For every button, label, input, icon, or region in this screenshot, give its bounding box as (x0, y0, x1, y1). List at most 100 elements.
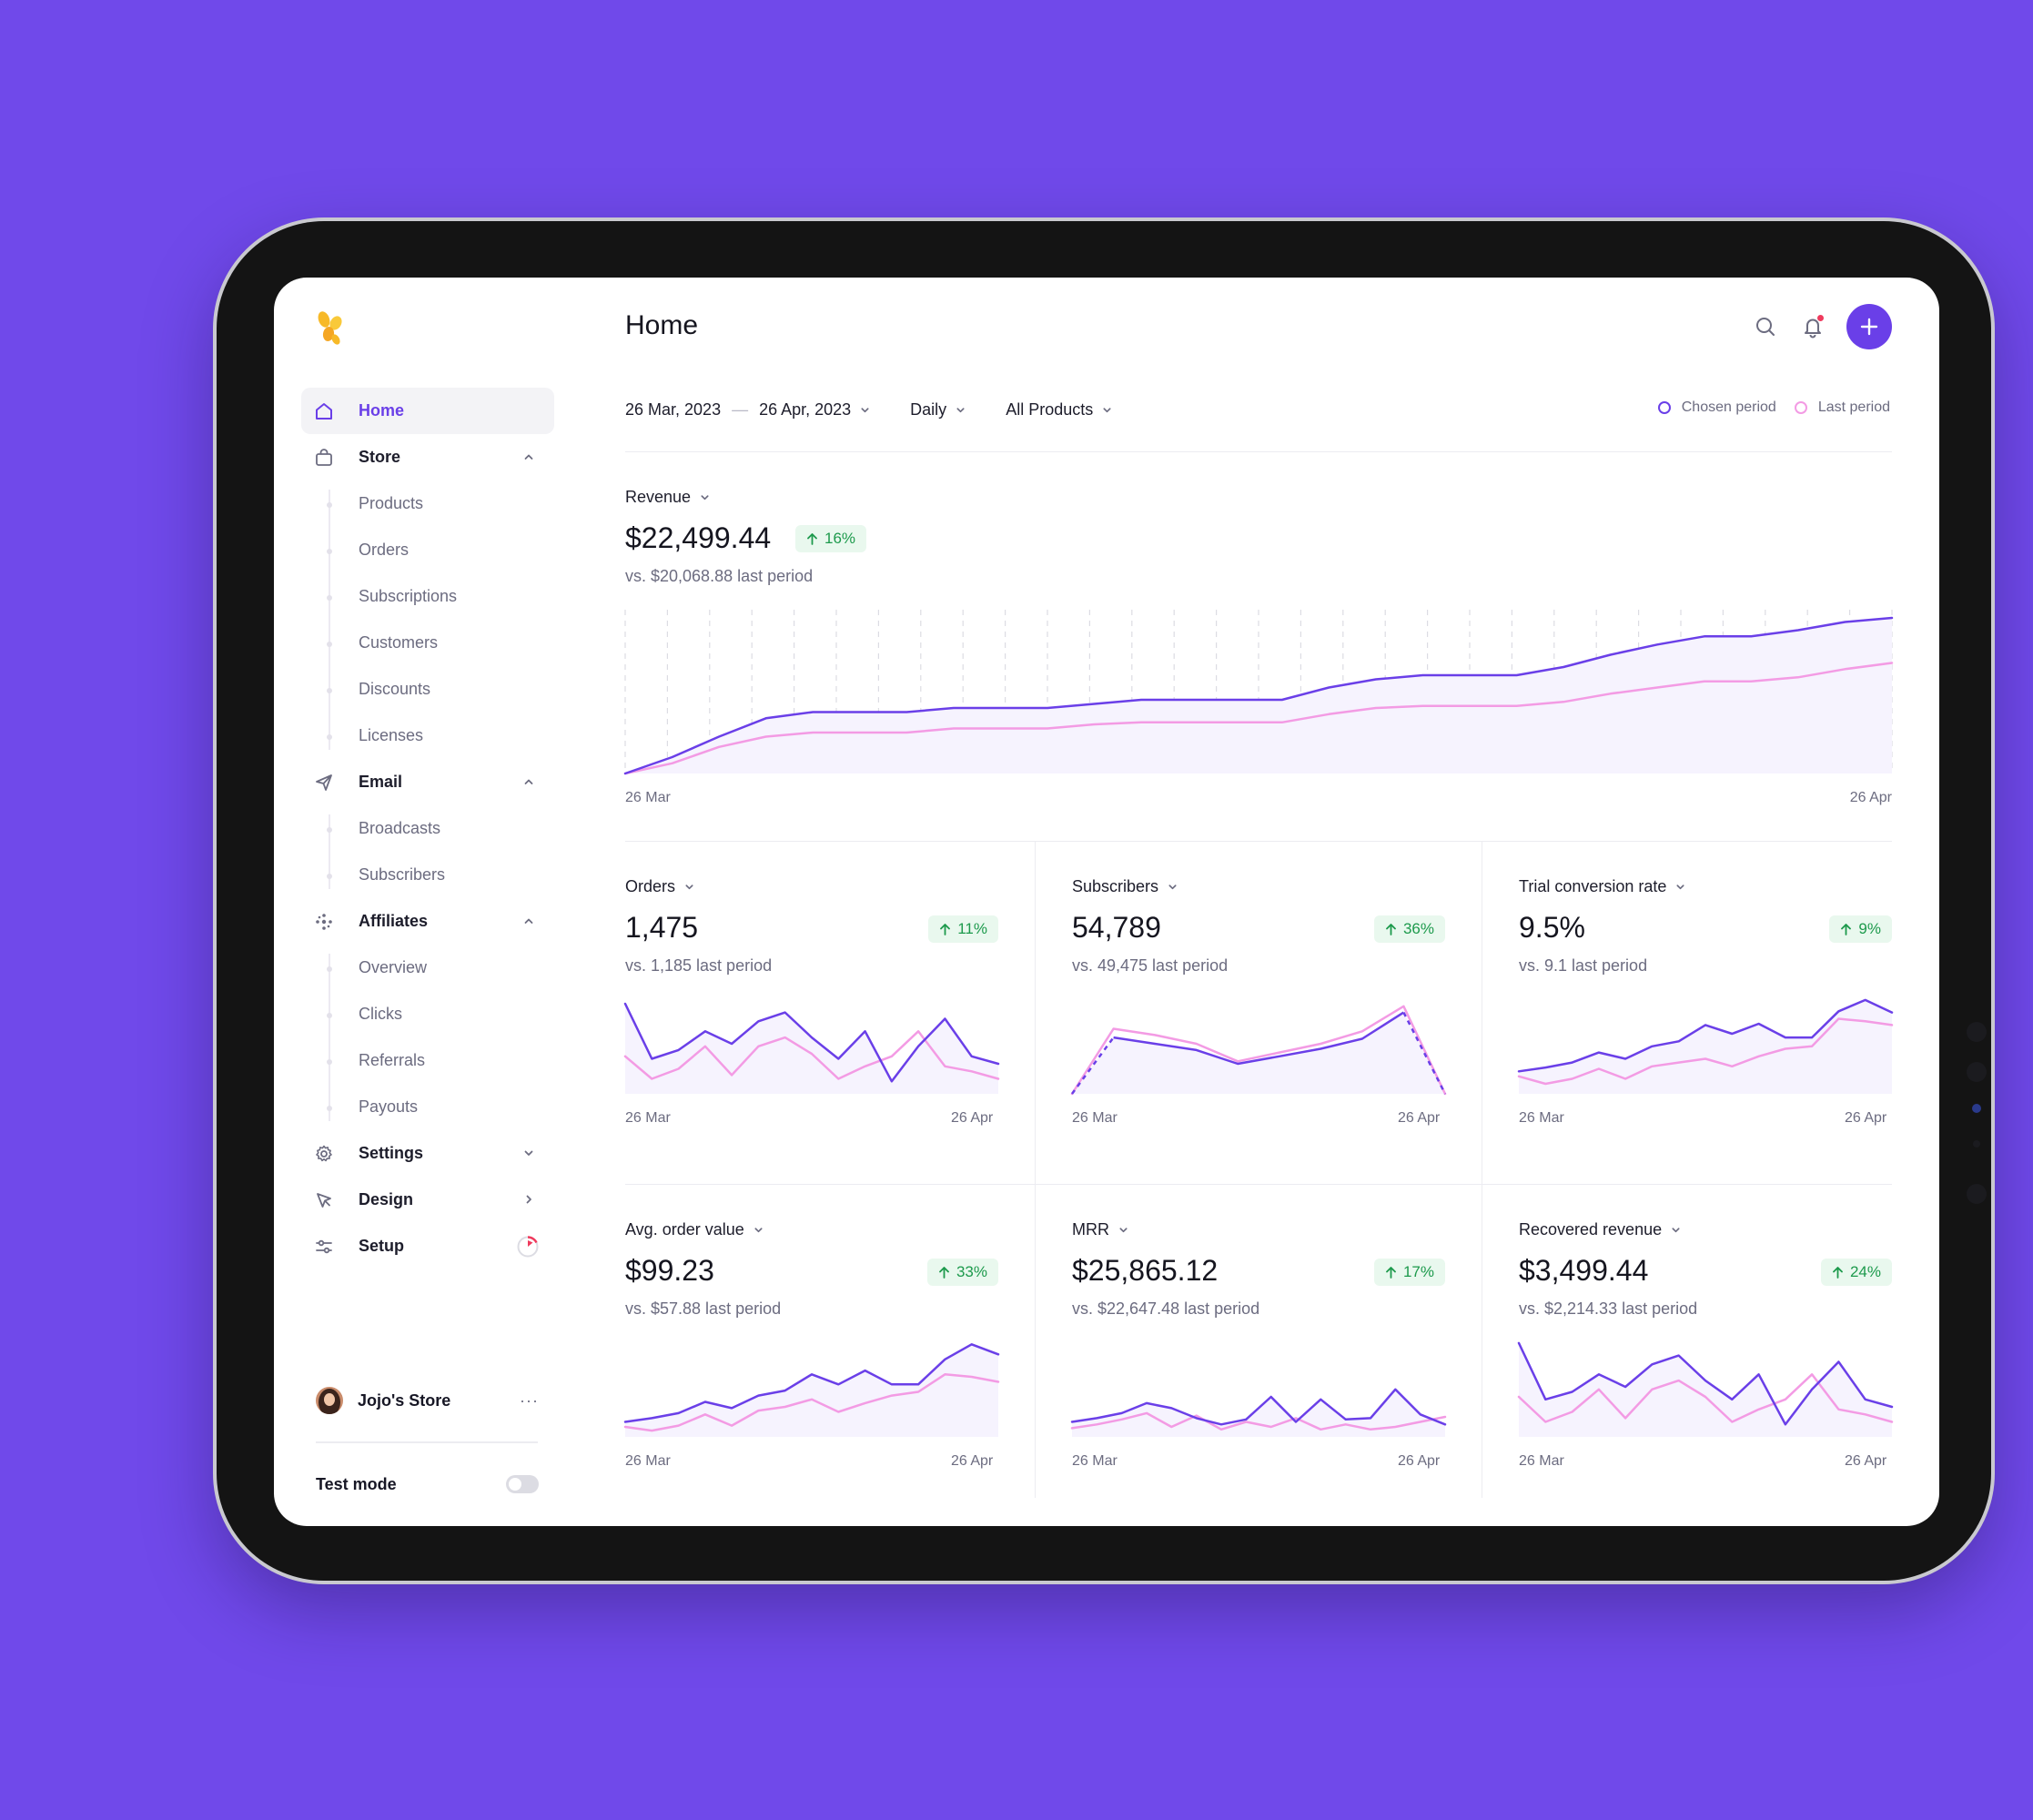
pointer-icon (317, 1193, 331, 1208)
x-axis-end-label: 26 Apr (1398, 1453, 1441, 1469)
change-value: 24% (1849, 1263, 1881, 1280)
store-switcher[interactable]: Jojo's Store ··· (316, 1384, 539, 1417)
trial-conversion-rate-metric-selector[interactable]: Trial conversion rate (1519, 877, 1685, 896)
revenue-metric-selector[interactable]: Revenue (625, 488, 710, 507)
series-line-edge (1402, 1012, 1447, 1095)
x-axis-end-label: 26 Apr (951, 1110, 994, 1126)
mrr-metric-selector[interactable]: MRR (1072, 1220, 1128, 1239)
chevron-down-icon (1119, 1228, 1128, 1233)
chosen-period-line (1517, 1341, 1894, 1426)
sidebar-item-orders[interactable]: Orders (301, 527, 554, 573)
chosen-period-line (1113, 1011, 1405, 1066)
arrow-up-icon (1841, 924, 1852, 935)
subscribers-chart (1070, 1005, 1447, 1096)
test-mode-label: Test mode (316, 1474, 397, 1493)
header-actions (1754, 304, 1892, 349)
series-area (1519, 999, 1892, 1094)
avg-order-value-metric-selector[interactable]: Avg. order value (625, 1220, 764, 1239)
last-period-line (623, 1373, 1000, 1432)
section-divider (625, 1184, 1892, 1185)
x-axis-start-label: 26 Mar (1519, 1110, 1564, 1126)
interval-filter[interactable]: Daily (910, 400, 966, 420)
sidebar-item-products[interactable]: Products (301, 480, 554, 527)
sidebar-item-clicks[interactable]: Clicks (301, 991, 554, 1037)
notification-dot (1817, 315, 1824, 321)
metric-label: Orders (625, 877, 676, 895)
sidebar-item-payouts[interactable]: Payouts (301, 1084, 554, 1130)
products-filter[interactable]: All Products (1006, 400, 1112, 420)
recovered-revenue-metric-selector[interactable]: Recovered revenue (1519, 1220, 1681, 1239)
change-value: 17% (1402, 1263, 1434, 1280)
x-axis-start-label: 26 Mar (625, 790, 671, 805)
email-submenu: Broadcasts Subscribers (301, 805, 554, 898)
subscribers-metric-selector[interactable]: Subscribers (1072, 877, 1178, 896)
sidebar-item-affiliates[interactable]: Affiliates (301, 898, 554, 945)
sidebar-item-home[interactable]: Home (301, 388, 554, 434)
change-value: 33% (956, 1263, 987, 1280)
sidebar-item-email[interactable]: Email (301, 759, 554, 805)
date-range-filter[interactable]: 26 Mar, 2023 — 26 Apr, 2023 (625, 400, 870, 420)
date-start: 26 Mar, 2023 (625, 399, 722, 419)
home-icon (316, 403, 332, 420)
sidebar-item-overview[interactable]: Overview (301, 945, 554, 991)
sidebar-item-label: Setup (359, 1237, 405, 1255)
section-divider (625, 841, 1892, 842)
last-period-line (1070, 1411, 1447, 1431)
revenue-value: $22,499.44 (625, 521, 772, 554)
chosen-period-line (1517, 998, 1894, 1073)
main-content: Home 26 Mar, 2023 — (623, 278, 1894, 1526)
sidebar-item-setup[interactable]: Setup (301, 1223, 554, 1269)
subscribers-change-badge: 36% (1373, 915, 1445, 943)
sidebar-item-licenses[interactable]: Licenses (301, 713, 554, 759)
x-axis-start-label: 26 Mar (625, 1453, 671, 1469)
x-axis-start-label: 26 Mar (1072, 1453, 1118, 1469)
more-icon[interactable]: ··· (520, 1390, 539, 1410)
sidebar-item-customers[interactable]: Customers (301, 620, 554, 666)
x-axis-end-label: 26 Apr (1849, 790, 1892, 805)
chevron-up-icon[interactable] (523, 451, 534, 462)
sidebar-item-broadcasts[interactable]: Broadcasts (301, 805, 554, 852)
test-mode-toggle[interactable] (506, 1475, 539, 1493)
arrow-up-icon (1386, 1267, 1396, 1279)
sidebar-item-subscriptions[interactable]: Subscriptions (301, 573, 554, 620)
x-axis-start-label: 26 Mar (625, 1110, 671, 1126)
orders-value: 1,475 (625, 911, 699, 944)
sidebar-item-design[interactable]: Design (301, 1177, 554, 1223)
legend-label: Chosen period (1681, 399, 1776, 415)
metric-label: Trial conversion rate (1519, 877, 1667, 895)
trial-conversion-rate-value: 9.5% (1519, 911, 1585, 944)
notifications-button[interactable] (1801, 315, 1825, 339)
legend-dot-icon (1794, 401, 1807, 414)
chevron-down-icon[interactable] (523, 1148, 534, 1158)
change-value: 9% (1858, 920, 1881, 937)
chevron-down-icon (956, 407, 965, 412)
chevron-up-icon[interactable] (523, 776, 534, 787)
sidebar-item-subscribers[interactable]: Subscribers (301, 852, 554, 898)
arrow-up-icon (939, 1267, 949, 1279)
last-period-line (623, 1030, 1000, 1080)
avg-order-value-chart (623, 1343, 1000, 1437)
last-period-line (1070, 1005, 1447, 1096)
search-icon[interactable] (1754, 315, 1777, 339)
column-divider (1035, 841, 1036, 1498)
sidebar-item-label: Email (359, 773, 403, 791)
orders-metric-selector[interactable]: Orders (625, 877, 694, 896)
sidebar-item-label: Settings (359, 1144, 424, 1162)
sidebar-nav: Home Store Products Orders Subscriptions… (301, 388, 554, 1269)
sidebar-item-store[interactable]: Store (301, 434, 554, 480)
setup-progress-icon (517, 1236, 539, 1258)
chevron-down-icon (754, 1228, 763, 1233)
sidebar-item-discounts[interactable]: Discounts (301, 666, 554, 713)
arrow-up-icon (1833, 1267, 1843, 1279)
test-mode-row: Test mode (316, 1471, 539, 1497)
bag-icon (316, 449, 332, 466)
chosen-period-line (623, 1343, 1000, 1423)
series-area (625, 618, 1892, 774)
brand-logo[interactable] (316, 310, 347, 347)
sidebar-item-referrals[interactable]: Referrals (301, 1037, 554, 1084)
chevron-up-icon[interactable] (523, 915, 534, 926)
create-button[interactable] (1846, 304, 1892, 349)
send-icon (316, 774, 332, 791)
sidebar-item-settings[interactable]: Settings (301, 1130, 554, 1177)
chevron-right-icon[interactable] (523, 1194, 534, 1205)
